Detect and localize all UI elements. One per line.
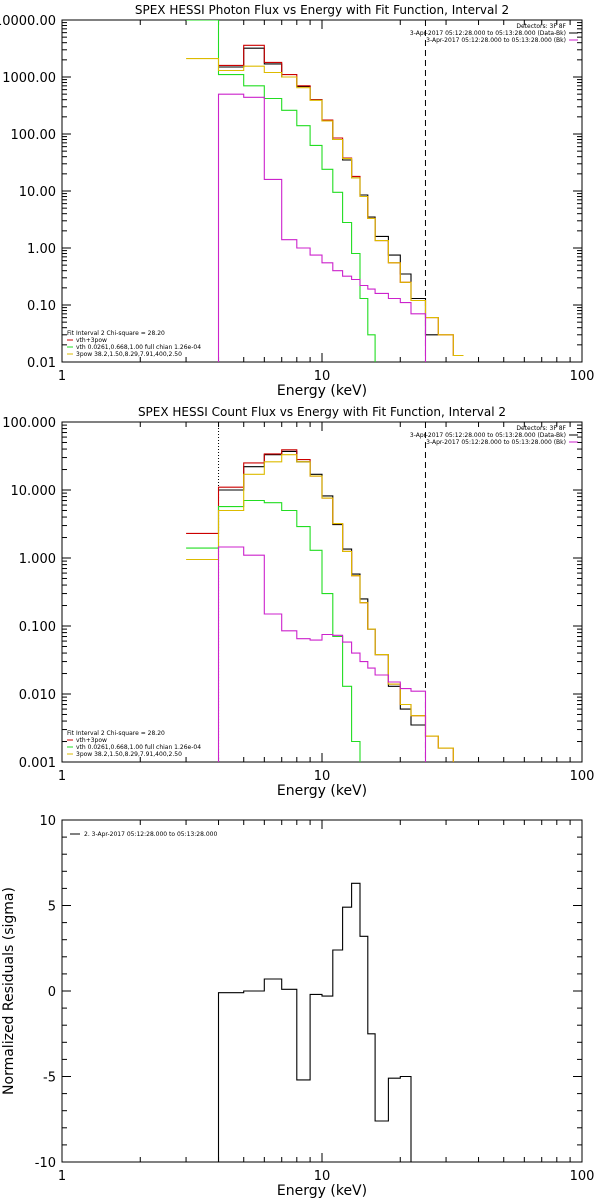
legend-bottom-left-entry: vth 0.0261,0.668,1.00 full chian 1.26e-0… xyxy=(76,344,201,351)
plot-frame xyxy=(61,19,583,363)
x-tick-label: 100 xyxy=(570,1169,595,1184)
series-data xyxy=(218,47,439,336)
series-bk xyxy=(217,546,427,762)
x-axis: 1 10 100 xyxy=(58,820,595,1184)
series-group xyxy=(186,20,464,362)
legend-top-left-entry: 2. 3-Apr-2017 05:12:28.000 to 05:13:28.0… xyxy=(84,831,217,838)
series-group xyxy=(186,449,454,762)
y-axis: 100.000 10.000 1.000 0.100 0.010 0.001 xyxy=(2,416,582,771)
legend-top-right-entry: 3-Apr-2017 05:12:28.000 to 05:13:28.000 … xyxy=(426,439,566,446)
y-tick-label: 100.00 xyxy=(11,128,57,143)
y-axis-label: Normalized Residuals (sigma) xyxy=(1,887,17,1095)
x-tick-label: 1 xyxy=(58,769,66,784)
y-tick-label: 0 xyxy=(48,985,56,1000)
y-tick-label: 0.10 xyxy=(27,299,56,314)
x-axis: 1 10 100 xyxy=(58,422,595,784)
series-total xyxy=(218,44,464,357)
y-tick-label: 0.001 xyxy=(19,756,56,771)
legend-top-right-entry: Detectors: 3F 8F xyxy=(516,425,566,432)
series-nonthermal xyxy=(186,454,454,762)
legend-top-right-entry: 3-Apr-2017 05:12:28.000 to 05:13:28.000 … xyxy=(410,432,566,439)
legend-bottom-left-entry: vth 0.0261,0.668,1.00 full chian 1.26e-0… xyxy=(76,744,201,751)
x-axis-label: Energy (keV) xyxy=(277,383,367,399)
plot-frame xyxy=(61,819,583,1163)
x-axis-label: Energy (keV) xyxy=(277,783,367,799)
x-tick-label: 10 xyxy=(314,369,331,384)
legend-bottom-left-entry: vth+3pow xyxy=(76,737,107,744)
y-axis: 10 5 0 -5 -10 xyxy=(35,814,582,1171)
legend-bottom-left-entry: vth+3pow xyxy=(76,337,107,344)
x-tick-label: 100 xyxy=(570,769,595,784)
y-tick-label: 5 xyxy=(48,900,56,915)
chart-panel-2: SPEX HESSI Count Flux vs Energy with Fit… xyxy=(2,405,595,799)
x-tick-label: 10 xyxy=(314,769,331,784)
y-tick-label: -5 xyxy=(43,1071,56,1086)
y-tick-label: 1000.00 xyxy=(2,71,56,86)
series-bk xyxy=(217,93,427,362)
x-tick-label: 1 xyxy=(58,369,66,384)
x-tick-label: 100 xyxy=(570,369,595,384)
legend-top-right-entry: 3-Apr-2017 05:12:28.000 to 05:13:28.000 … xyxy=(410,30,566,37)
y-tick-label: 10000.00 xyxy=(0,14,56,29)
legend-top-right-entry: Detectors: 3F 8F xyxy=(516,23,566,30)
series-residuals xyxy=(217,882,412,1162)
legend-top-right-entry: 3-Apr-2017 05:12:28.000 to 05:13:28.000 … xyxy=(426,37,566,44)
y-tick-label: -10 xyxy=(35,1156,56,1171)
legend-bottom-left-entry: 3pow 38.2,1.50,8.29,7.91,400,2.50 xyxy=(76,751,182,758)
x-axis: 1 10 100 xyxy=(58,20,595,384)
series-total xyxy=(186,449,454,762)
series-nonthermal xyxy=(186,58,464,357)
chart-title: SPEX HESSI Photon Flux vs Energy with Fi… xyxy=(135,3,509,17)
y-axis: 10000.00 1000.00 100.00 10.00 1.00 0.10 0.01 xyxy=(0,14,582,371)
x-tick-label: 1 xyxy=(58,1169,66,1184)
y-tick-label: 100.000 xyxy=(2,416,56,431)
legend-bottom-left-entry: Fit Interval 2 Chi-square = 28.20 xyxy=(67,730,165,737)
y-tick-label: 1.00 xyxy=(27,242,56,257)
series-thermal xyxy=(186,20,376,362)
y-tick-label: 10.00 xyxy=(19,185,56,200)
series-group xyxy=(217,882,412,1162)
chart-panel-1: SPEX HESSI Photon Flux vs Energy with Fi… xyxy=(0,3,595,399)
x-tick-label: 10 xyxy=(314,1169,331,1184)
y-tick-label: 10 xyxy=(39,814,56,829)
series-thermal xyxy=(186,499,361,762)
y-tick-label: 1.000 xyxy=(19,552,56,567)
chart-title: SPEX HESSI Count Flux vs Energy with Fit… xyxy=(138,405,506,419)
y-tick-label: 0.01 xyxy=(27,356,56,371)
x-axis-label: Energy (keV) xyxy=(277,1183,367,1199)
y-tick-label: 0.010 xyxy=(19,688,56,703)
y-tick-label: 0.100 xyxy=(19,620,56,635)
legend-bottom-left-entry: 3pow 38.2,1.50,8.29,7.91,400,2.50 xyxy=(76,351,182,358)
legend-bottom-left-entry: Fit Interval 2 Chi-square = 28.20 xyxy=(67,330,165,337)
y-tick-label: 10.000 xyxy=(11,484,57,499)
